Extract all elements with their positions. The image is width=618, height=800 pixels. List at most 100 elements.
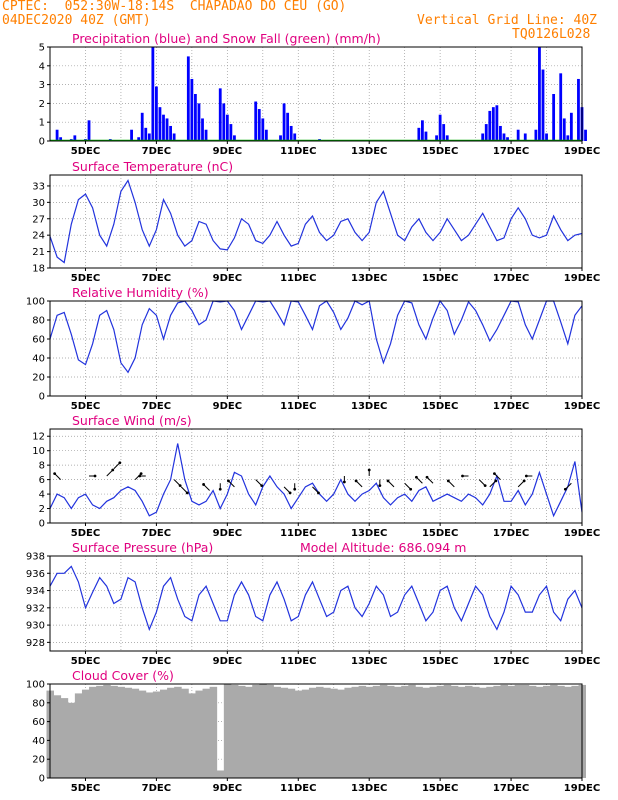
precip-bar <box>194 94 197 141</box>
y-tick-label: 10 <box>32 446 45 457</box>
y-tick-label: 12 <box>32 432 45 443</box>
precip-bar <box>201 118 204 141</box>
cloud-bar <box>535 686 544 778</box>
precip-bar <box>130 129 133 141</box>
wind-vector <box>416 476 423 484</box>
x-tick-label: 19DEC <box>564 273 600 284</box>
cloud-bar <box>386 685 395 778</box>
cloud-bar <box>358 685 367 778</box>
precip-bar <box>264 129 268 141</box>
cloud-bar <box>96 685 104 778</box>
cloud-bar <box>60 698 69 778</box>
pressure-annotation: Model Altitude: 686.094 m <box>300 540 466 555</box>
wind-vector-head <box>260 484 264 488</box>
cloud-title: Cloud Cover (%) <box>72 668 174 683</box>
y-tick-label: 60 <box>32 335 45 346</box>
precip-bar <box>59 137 63 141</box>
cloud-bar <box>287 688 296 778</box>
y-tick-label: 30 <box>32 198 45 209</box>
wind-vector-head <box>185 491 189 495</box>
cloud-bar <box>152 691 161 778</box>
precip-bar <box>534 129 538 141</box>
cloud-bar <box>308 687 317 778</box>
wind-vector-head <box>386 479 390 483</box>
precip-bar <box>438 114 442 141</box>
cloud-bar <box>259 684 267 778</box>
wind-vector <box>180 486 188 494</box>
precip-bar <box>569 112 573 141</box>
x-tick-label: 11DEC <box>280 656 316 667</box>
precip-bar <box>155 86 158 141</box>
wind-vector-head <box>118 461 122 465</box>
precip-bar <box>73 135 77 141</box>
cloud-bar <box>344 687 352 778</box>
x-tick-label: 9DEC <box>213 783 242 794</box>
cloud-bar <box>223 684 232 778</box>
cloud-frame <box>49 683 583 779</box>
wind-vector-head <box>354 479 358 483</box>
precip-bar <box>584 129 587 141</box>
wind-vector-head <box>139 472 143 476</box>
wind-vector <box>426 476 434 484</box>
wind-vector <box>203 484 210 491</box>
cloud-bar <box>117 686 125 778</box>
wind-vector <box>494 473 501 480</box>
cloud-bar <box>528 685 537 778</box>
precip-bar <box>421 120 424 141</box>
cloud-bar <box>53 695 62 778</box>
cloud-bar <box>394 686 402 778</box>
temp-title: Surface Temperature (nC) <box>72 159 233 174</box>
wind-vector-head <box>378 484 382 488</box>
cloud-bar <box>202 688 211 778</box>
header-date: 04DEC2020 40Z (GMT) <box>2 13 151 28</box>
cloud-bar <box>465 685 473 778</box>
cloud-bar <box>67 702 76 778</box>
precip-bar <box>279 135 282 141</box>
x-tick-label: 9DEC <box>213 656 242 667</box>
precip-bar <box>538 47 541 141</box>
x-tick-label: 19DEC <box>564 783 600 794</box>
x-tick-label: 11DEC <box>280 273 316 284</box>
precip-bar <box>562 118 566 141</box>
precip-bar <box>229 124 233 141</box>
wind-vector-head <box>415 475 418 479</box>
cloud-bar <box>252 684 260 778</box>
x-tick-label: 9DEC <box>213 401 242 412</box>
precip-bar <box>506 137 509 141</box>
cloud-bar <box>273 686 281 778</box>
x-tick-label: 15DEC <box>422 401 458 412</box>
y-tick-label: 8 <box>39 461 45 472</box>
wind-vector-head <box>461 474 464 478</box>
cloud-bar <box>316 686 324 778</box>
precip-bar <box>137 137 141 141</box>
x-tick-label: 13DEC <box>351 528 387 539</box>
cloud-bar <box>238 685 246 778</box>
y-tick-label: 4 <box>39 490 45 501</box>
y-tick-label: 80 <box>32 316 45 327</box>
x-tick-label: 19DEC <box>564 528 600 539</box>
wind-vector-head <box>288 491 292 495</box>
x-tick-label: 7DEC <box>142 146 171 157</box>
precip-bar <box>151 47 155 141</box>
x-tick-label: 13DEC <box>351 783 387 794</box>
cloud-bar <box>110 685 118 778</box>
y-tick-label: 936 <box>26 569 45 580</box>
cloud-bar <box>493 685 501 778</box>
wind-vector <box>565 482 572 490</box>
x-tick-label: 15DEC <box>422 783 458 794</box>
y-tick-label: 2 <box>39 99 45 110</box>
precip-bar <box>257 109 261 141</box>
y-tick-label: 1 <box>39 118 45 129</box>
precip-bar <box>87 120 91 141</box>
cloud-bar <box>230 684 239 778</box>
cloud-bar <box>379 684 388 778</box>
wind-vector-head <box>425 475 429 479</box>
cloud-bar <box>124 687 133 778</box>
wind-line <box>49 443 583 518</box>
x-tick-label: 9DEC <box>213 528 242 539</box>
cloud-bar <box>564 686 572 778</box>
x-tick-label: 11DEC <box>280 528 316 539</box>
header-grid-note: Vertical Grid Line: 40Z <box>417 13 598 28</box>
precip-bar <box>254 101 258 141</box>
cloud-bar <box>436 685 445 778</box>
